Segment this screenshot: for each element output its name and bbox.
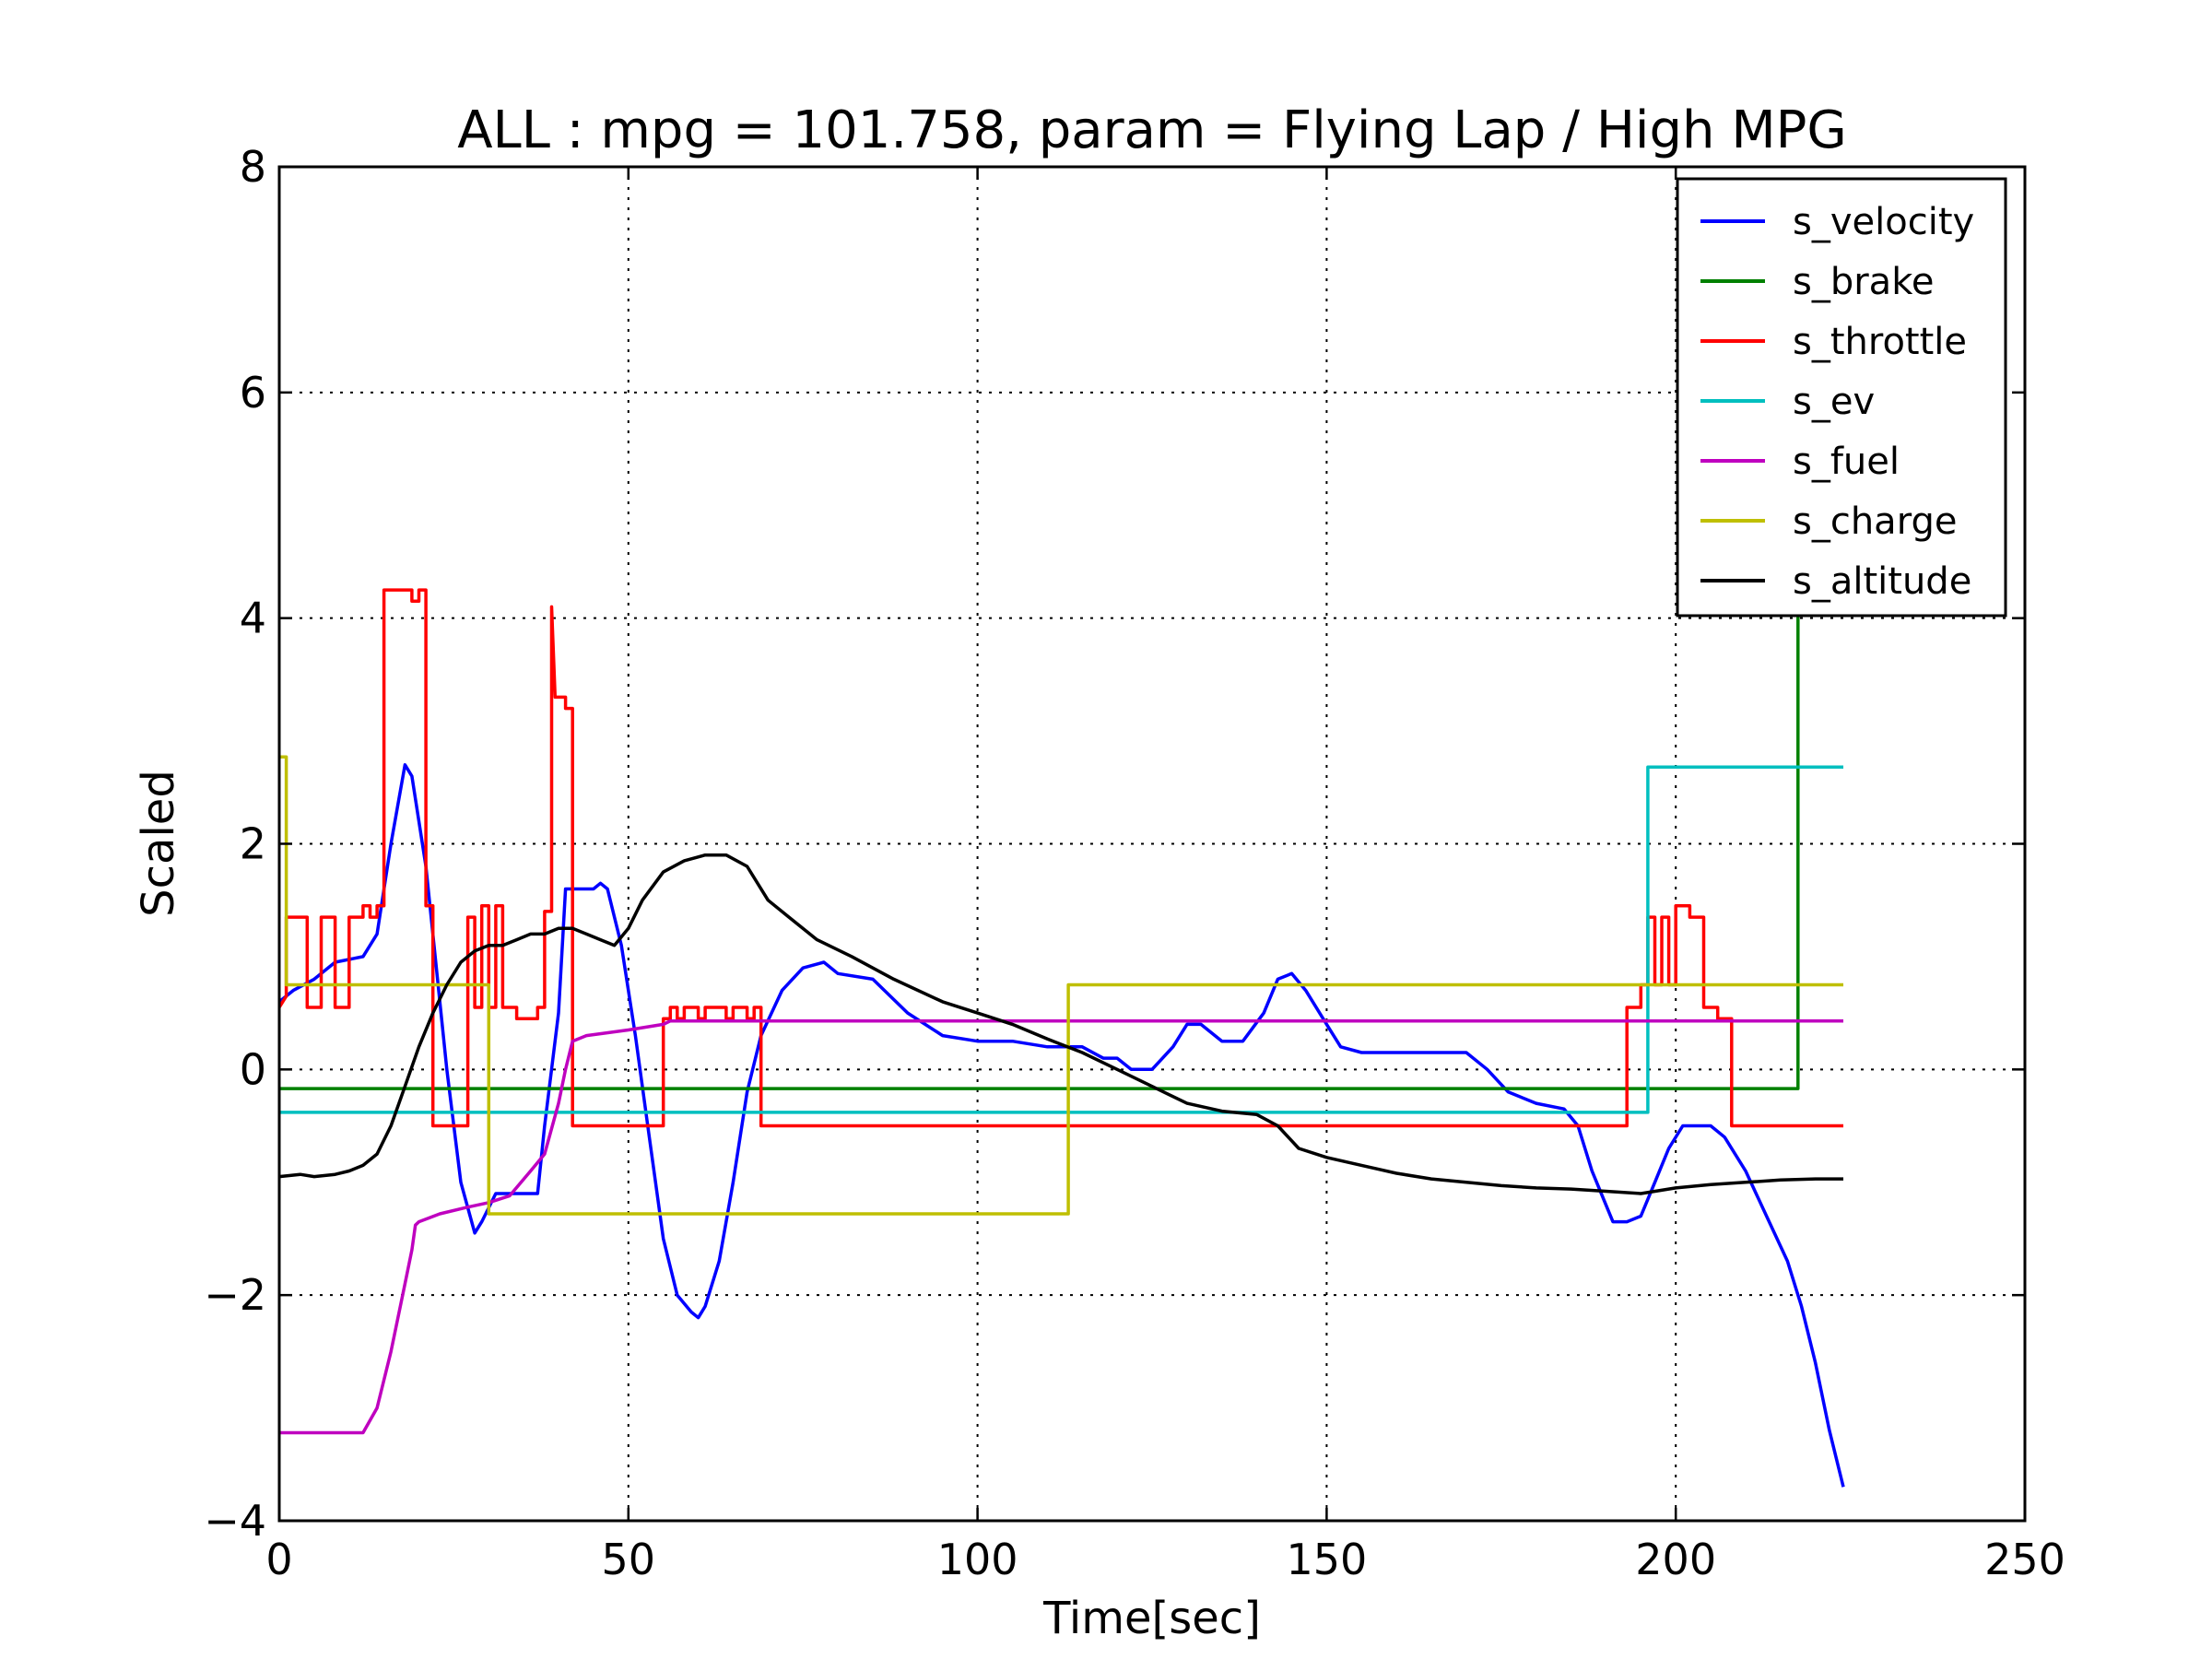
legend-label: s_velocity [1793,201,1974,243]
axis-ticks: 0 50 100 150 200 250 −4 −2 0 2 4 6 8 [204,142,2065,1584]
x-tick-label: 0 [265,1535,292,1584]
series-line-s-charge [279,755,1843,1216]
chart-title: ALL : mpg = 101.758, param = Flying Lap … [457,100,1847,160]
legend-box [1676,177,2007,618]
y-tick-label: 0 [240,1044,266,1094]
series-line-s-velocity [277,763,1845,1488]
legend-label: s_throttle [1793,321,1967,363]
legend-label: s_ev [1793,381,1875,423]
series-line-s-throttle [277,588,1843,1128]
x-tick-label: 150 [1286,1535,1367,1584]
x-tick-label: 200 [1635,1535,1716,1584]
series-line-s-ev [279,765,1843,1114]
y-tick-label: 4 [240,594,266,643]
x-tick-label: 250 [1984,1535,2065,1584]
legend-label: s_charge [1793,500,1957,543]
y-tick-label: −2 [204,1270,266,1320]
y-tick-label: 6 [240,368,266,418]
legend-label: s_fuel [1793,441,1900,483]
legend-label: s_brake [1793,261,1935,303]
legend: s_velocity s_brake s_throttle s_ev s_fuel s_c… [1676,177,2007,618]
series-lines [277,572,1845,1488]
y-axis-label: Scaled [133,770,184,917]
series-line-s-fuel [279,1018,1843,1435]
x-tick-label: 100 [937,1535,1018,1584]
x-tick-label: 50 [602,1535,656,1584]
y-tick-label: −4 [204,1496,266,1546]
legend-label: s_altitude [1793,560,1971,603]
series-line-s-altitude [278,853,1843,1195]
y-tick-label: 8 [240,142,266,192]
x-axis-label: Time[sec] [1042,1593,1261,1644]
y-tick-label: 2 [240,819,266,869]
